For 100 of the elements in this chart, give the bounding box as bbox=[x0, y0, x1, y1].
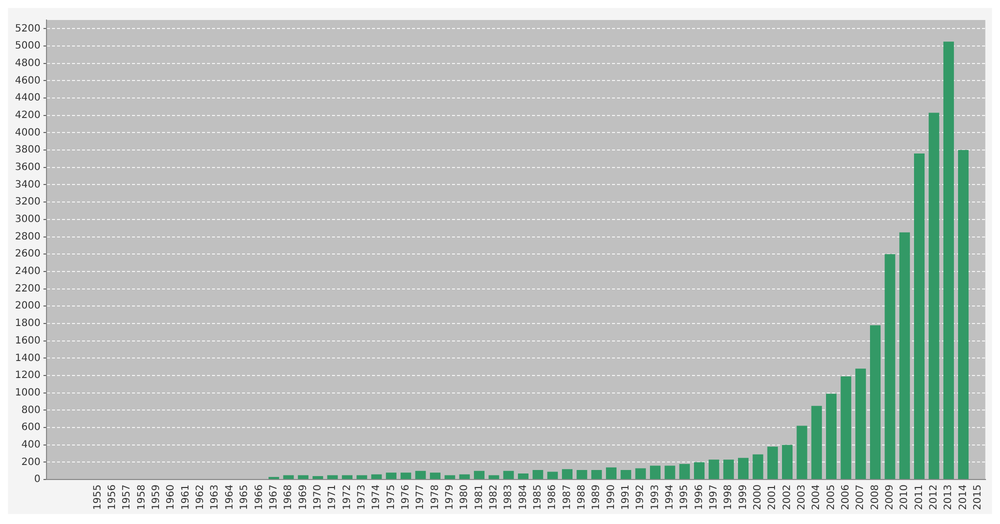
x-tick-label: 1963 bbox=[210, 484, 221, 510]
x-tick-label: 1974 bbox=[371, 484, 382, 510]
bar bbox=[620, 470, 632, 480]
x-tick-label: 1959 bbox=[151, 484, 162, 510]
bar bbox=[723, 460, 734, 480]
x-tick-label: 1988 bbox=[576, 484, 588, 510]
x-tick-label: 1994 bbox=[664, 484, 676, 510]
bar bbox=[547, 472, 558, 480]
x-tick-label: 2010 bbox=[899, 484, 910, 510]
bar bbox=[400, 472, 412, 480]
y-tick-label: 1800 bbox=[14, 318, 40, 330]
bar bbox=[738, 458, 749, 480]
y-tick-label: 4400 bbox=[14, 92, 40, 104]
bar bbox=[752, 454, 764, 480]
bar bbox=[767, 446, 778, 480]
x-tick-label: 1982 bbox=[488, 484, 500, 510]
y-tick-label: 200 bbox=[21, 456, 40, 468]
x-tick-label: 1964 bbox=[224, 484, 236, 510]
x-tick-label: 1980 bbox=[459, 484, 470, 510]
x-tick-label: 1975 bbox=[386, 484, 397, 510]
x-tick-label: 1969 bbox=[298, 484, 309, 510]
bar bbox=[826, 394, 837, 480]
bar bbox=[679, 464, 690, 480]
x-tick-label: 1973 bbox=[356, 484, 368, 510]
bar bbox=[694, 462, 705, 480]
x-tick-label: 1966 bbox=[254, 484, 265, 510]
bar bbox=[884, 254, 896, 480]
x-tick-label: 1960 bbox=[166, 484, 177, 510]
bar bbox=[664, 466, 676, 480]
x-tick-label: 1977 bbox=[415, 484, 426, 510]
y-tick-label: 600 bbox=[21, 422, 40, 434]
bar bbox=[796, 426, 808, 480]
y-tick-label: 400 bbox=[21, 439, 40, 450]
x-tick-label: 1984 bbox=[518, 484, 529, 510]
y-tick-label: 2400 bbox=[14, 266, 40, 278]
bar bbox=[268, 476, 280, 480]
x-tick-label: 1991 bbox=[620, 484, 632, 510]
x-tick-label: 2008 bbox=[870, 484, 881, 510]
bar bbox=[708, 460, 720, 480]
y-tick-label: 2200 bbox=[14, 283, 40, 294]
bar bbox=[298, 475, 308, 480]
y-tick-label: 0 bbox=[34, 474, 40, 486]
x-tick-label: 2005 bbox=[826, 484, 837, 510]
x-tick-label: 1989 bbox=[591, 484, 602, 510]
y-tick-label: 3200 bbox=[14, 196, 40, 208]
y-tick-label: 1000 bbox=[14, 387, 40, 398]
x-tick-label: 2012 bbox=[928, 484, 940, 510]
bar bbox=[474, 470, 484, 480]
x-tick-label: 1986 bbox=[547, 484, 558, 510]
bar bbox=[518, 473, 528, 480]
x-tick-label: 1955 bbox=[92, 484, 104, 510]
x-tick-label: 1958 bbox=[136, 484, 148, 510]
x-tick-label: 1979 bbox=[444, 484, 456, 510]
x-tick-label: 1972 bbox=[342, 484, 353, 510]
y-tick-label: 4200 bbox=[14, 110, 40, 121]
bar bbox=[503, 470, 514, 480]
x-tick-label: 1999 bbox=[738, 484, 749, 510]
x-tick-label: 1971 bbox=[327, 484, 338, 510]
x-tick-label: 2000 bbox=[752, 484, 764, 510]
x-tick-label: 1983 bbox=[503, 484, 514, 510]
bar bbox=[386, 472, 396, 480]
x-tick-label: 1957 bbox=[122, 484, 133, 510]
bar bbox=[958, 150, 969, 480]
x-tick-label: 1965 bbox=[239, 484, 250, 510]
x-tick-label: 1976 bbox=[400, 484, 412, 510]
bar bbox=[576, 470, 588, 480]
y-tick-label: 800 bbox=[21, 404, 40, 416]
bar bbox=[899, 232, 910, 480]
bar bbox=[488, 475, 500, 480]
x-tick-label: 1967 bbox=[268, 484, 280, 510]
y-tick-label: 4000 bbox=[14, 127, 40, 138]
x-tick-label: 1995 bbox=[679, 484, 690, 510]
x-tick-label: 1993 bbox=[650, 484, 661, 510]
y-tick-label: 2000 bbox=[14, 300, 40, 312]
y-tick-label: 2600 bbox=[14, 248, 40, 260]
x-tick-label: 2002 bbox=[782, 484, 793, 510]
bar bbox=[606, 467, 617, 480]
bar bbox=[532, 470, 544, 480]
y-tick-label: 1600 bbox=[14, 335, 40, 346]
bar bbox=[811, 406, 822, 480]
bar bbox=[444, 475, 456, 480]
x-tick-label: 1956 bbox=[107, 484, 118, 510]
bar bbox=[459, 474, 470, 480]
y-tick-label: 3000 bbox=[14, 214, 40, 226]
bar bbox=[650, 466, 661, 480]
bar bbox=[855, 368, 866, 480]
y-tick-label: 5200 bbox=[14, 23, 40, 34]
x-tick-label: 1997 bbox=[708, 484, 720, 510]
bar bbox=[635, 468, 646, 480]
bar bbox=[943, 42, 954, 480]
x-tick-label: 1970 bbox=[312, 484, 324, 510]
bar bbox=[928, 112, 940, 480]
y-tick-label: 1400 bbox=[14, 352, 40, 364]
x-tick-label: 2015 bbox=[972, 484, 984, 510]
x-tick-label: 1985 bbox=[532, 484, 544, 510]
y-tick-label: 3800 bbox=[14, 144, 40, 156]
bar bbox=[283, 475, 294, 480]
bar bbox=[782, 444, 793, 480]
x-tick-label: 1987 bbox=[562, 484, 573, 510]
x-tick-label: 2001 bbox=[767, 484, 778, 510]
